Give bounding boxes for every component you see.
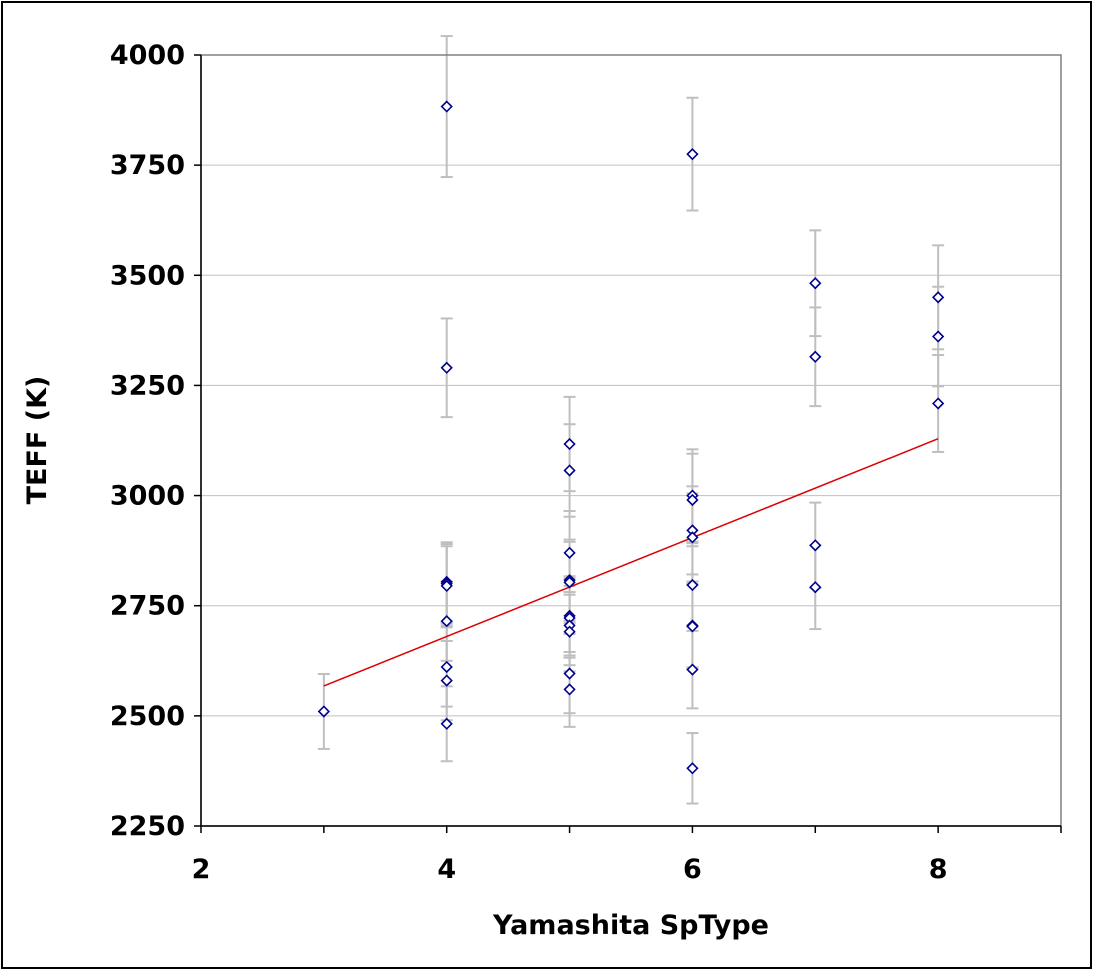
data-point [440,717,453,730]
trend-line-group [323,438,939,687]
data-point [686,620,699,633]
data-point [686,578,699,592]
data-point [563,625,576,638]
data-point [563,683,576,696]
data-point [563,546,576,559]
data-point [809,277,822,290]
data-points [317,100,945,775]
data-point [809,350,822,363]
y-tick-label: 3000 [110,481,185,512]
data-point [932,330,945,343]
x-tick-label: 6 [683,854,702,885]
data-point [440,674,453,687]
y-tick-label: 3250 [110,370,185,401]
y-tick-label: 3500 [110,260,185,291]
data-point [686,531,699,544]
axes [194,54,1062,833]
data-point [686,493,699,507]
tick-labels: 2250 2500 2750 3000 3250 3500 3750 4000 2 4 6 8 [110,40,948,885]
x-tick-label: 8 [929,854,948,885]
data-point [440,579,453,593]
x-tick-label: 2 [192,854,211,885]
data-point [317,705,330,718]
y-tick-label: 2250 [110,811,185,842]
data-point [563,464,576,477]
y-tick-label: 2500 [110,701,185,732]
data-point [440,660,453,674]
data-point [563,576,576,589]
data-point [686,762,699,775]
y-axis-title: TEFF (K) [22,376,53,505]
data-point [932,291,945,304]
x-axis-title: Yamashita SpType [492,910,769,941]
trend-line [323,438,939,687]
data-point [440,361,453,374]
data-point [686,663,699,676]
y-tick-label: 4000 [110,40,185,71]
data-point [563,437,576,451]
data-point [440,615,453,628]
y-tick-label: 3750 [110,150,185,181]
data-point [809,539,822,552]
data-point [686,147,699,161]
data-point [563,667,576,680]
data-point [932,397,945,410]
data-point [440,100,453,113]
y-tick-label: 2750 [110,591,185,622]
x-tick-label: 4 [437,854,456,885]
data-point [809,581,822,594]
